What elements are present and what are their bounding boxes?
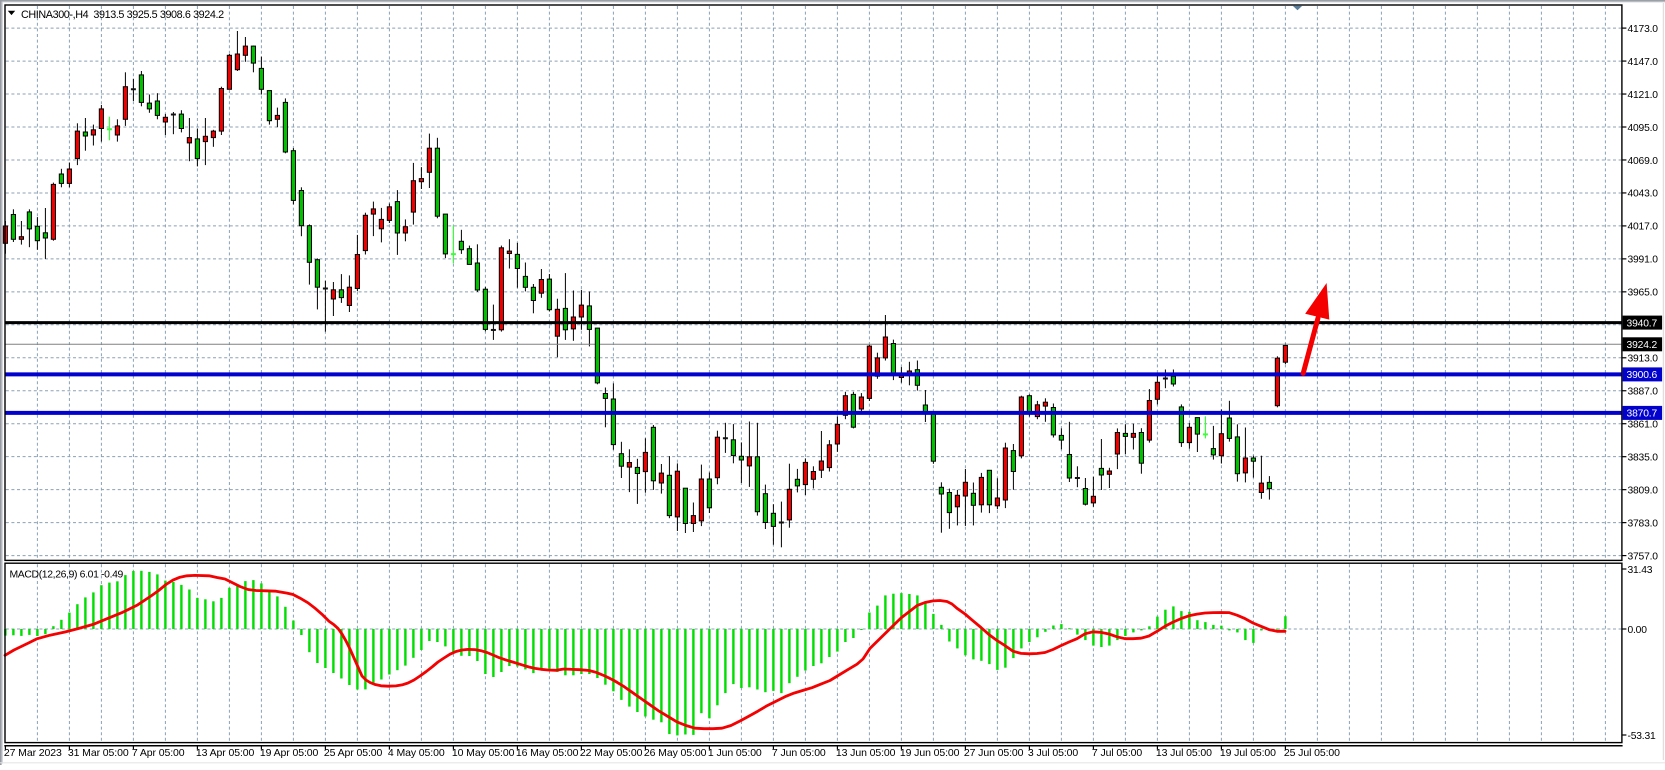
svg-text:3965.0: 3965.0 bbox=[1628, 288, 1659, 299]
svg-text:4121.0: 4121.0 bbox=[1628, 90, 1659, 101]
svg-text:27 Jun 05:00: 27 Jun 05:00 bbox=[964, 747, 1024, 759]
svg-text:4043.0: 4043.0 bbox=[1628, 189, 1659, 200]
svg-text:26 May 05:00: 26 May 05:00 bbox=[644, 747, 707, 759]
svg-text:19 Jun 05:00: 19 Jun 05:00 bbox=[900, 747, 960, 759]
svg-text:4069.0: 4069.0 bbox=[1628, 156, 1659, 167]
svg-text:-53.31: -53.31 bbox=[1628, 731, 1656, 742]
svg-text:7 Jul 05:00: 7 Jul 05:00 bbox=[1092, 747, 1143, 759]
svg-text:3783.0: 3783.0 bbox=[1628, 518, 1659, 529]
svg-text:19 Apr 05:00: 19 Apr 05:00 bbox=[260, 747, 319, 759]
svg-text:7 Apr 05:00: 7 Apr 05:00 bbox=[132, 747, 185, 759]
svg-text:25 Apr 05:00: 25 Apr 05:00 bbox=[324, 747, 383, 759]
svg-text:4017.0: 4017.0 bbox=[1628, 222, 1659, 233]
svg-text:3900.6: 3900.6 bbox=[1627, 370, 1658, 381]
svg-text:31.43: 31.43 bbox=[1628, 565, 1653, 576]
svg-text:22 May 05:00: 22 May 05:00 bbox=[580, 747, 643, 759]
svg-text:7 Jun 05:00: 7 Jun 05:00 bbox=[772, 747, 826, 759]
svg-text:3887.0: 3887.0 bbox=[1628, 387, 1659, 398]
svg-text:4 May 05:00: 4 May 05:00 bbox=[388, 747, 445, 759]
svg-text:3924.2: 3924.2 bbox=[1627, 340, 1658, 351]
svg-text:3835.0: 3835.0 bbox=[1628, 452, 1659, 463]
svg-text:13 Jul 05:00: 13 Jul 05:00 bbox=[1156, 747, 1212, 759]
svg-text:3809.0: 3809.0 bbox=[1628, 485, 1659, 496]
svg-text:31 Mar 05:00: 31 Mar 05:00 bbox=[68, 747, 129, 759]
svg-text:27 Mar 2023: 27 Mar 2023 bbox=[4, 747, 62, 759]
svg-text:13 Jun 05:00: 13 Jun 05:00 bbox=[836, 747, 896, 759]
svg-text:3870.7: 3870.7 bbox=[1627, 409, 1658, 420]
svg-text:3991.0: 3991.0 bbox=[1628, 255, 1659, 266]
svg-text:0.00: 0.00 bbox=[1628, 625, 1648, 636]
svg-text:1 Jun 05:00: 1 Jun 05:00 bbox=[708, 747, 762, 759]
svg-text:3 Jul 05:00: 3 Jul 05:00 bbox=[1028, 747, 1079, 759]
svg-text:19 Jul 05:00: 19 Jul 05:00 bbox=[1220, 747, 1276, 759]
svg-text:3757.0: 3757.0 bbox=[1628, 551, 1659, 562]
svg-text:4147.0: 4147.0 bbox=[1628, 57, 1659, 68]
svg-text:3861.0: 3861.0 bbox=[1628, 420, 1659, 431]
svg-text:4173.0: 4173.0 bbox=[1628, 24, 1659, 35]
svg-text:13 Apr 05:00: 13 Apr 05:00 bbox=[196, 747, 255, 759]
svg-text:MACD(12,26,9) 6.01 -0.49: MACD(12,26,9) 6.01 -0.49 bbox=[10, 570, 124, 581]
svg-text:10 May 05:00: 10 May 05:00 bbox=[452, 747, 515, 759]
svg-text:25 Jul 05:00: 25 Jul 05:00 bbox=[1284, 747, 1340, 759]
svg-text:16 May 05:00: 16 May 05:00 bbox=[516, 747, 579, 759]
svg-text:4095.0: 4095.0 bbox=[1628, 123, 1659, 134]
svg-text:3913.0: 3913.0 bbox=[1628, 354, 1659, 365]
svg-text:3940.7: 3940.7 bbox=[1627, 318, 1658, 329]
svg-text:CHINA300-,H4 3913.5 3925.5 39: CHINA300-,H4 3913.5 3925.5 3908.6 3924.2 bbox=[21, 9, 224, 21]
